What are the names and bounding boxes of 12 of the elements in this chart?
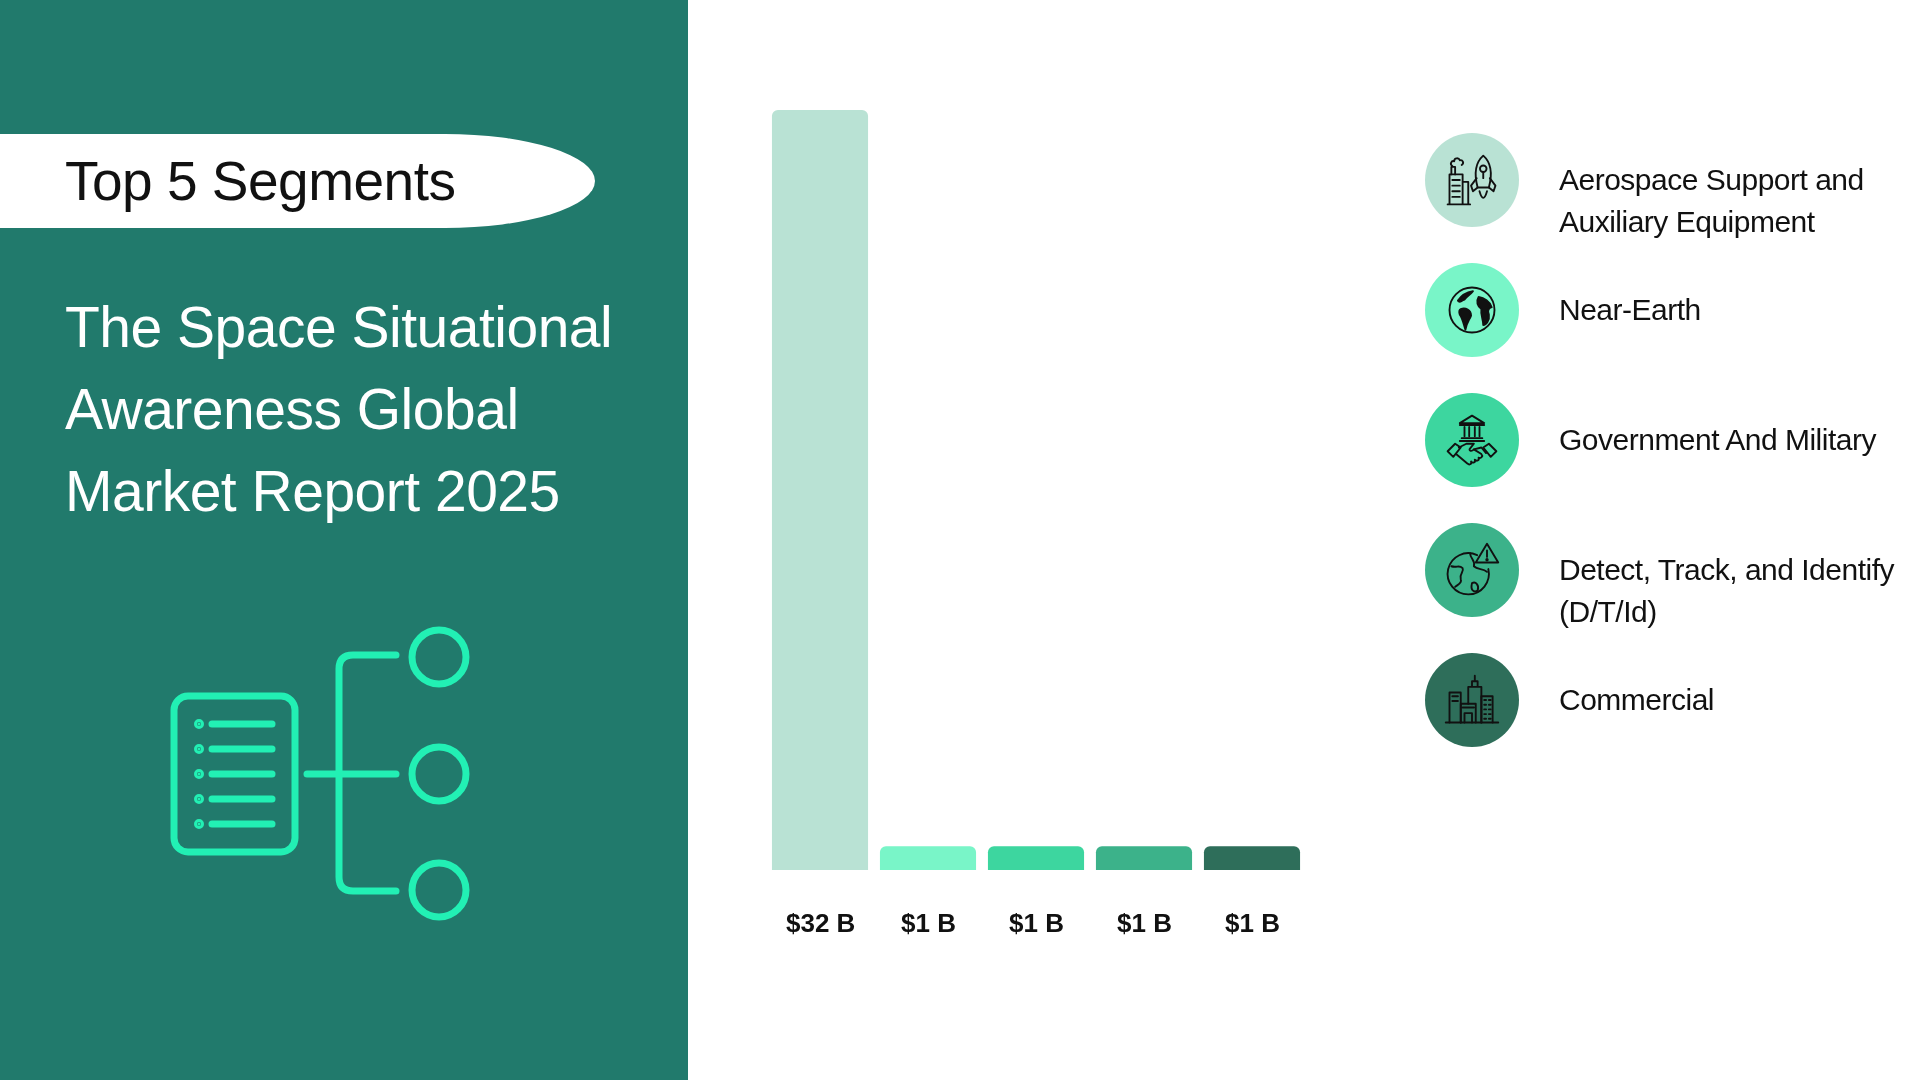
data-label: $1 B xyxy=(901,908,956,938)
text: Commercial xyxy=(1559,682,1716,718)
data-label: $32 B xyxy=(786,908,856,938)
data-label: $1 B xyxy=(1117,908,1172,938)
text: Near-Earth xyxy=(1559,292,1702,328)
data-label: $1 B xyxy=(1225,908,1280,938)
text: Aerospace Support and Auxiliary Equipment xyxy=(1559,162,1865,240)
text: Detect, Track, and Identify (D/T/Id) xyxy=(1559,552,1896,630)
text: Top 5 Segments xyxy=(65,149,456,214)
text: The Space Situational Awareness Global Market Report 2025 xyxy=(65,294,614,525)
text: Government And Military xyxy=(1559,422,1878,458)
data-label: $1 B xyxy=(1009,908,1064,938)
